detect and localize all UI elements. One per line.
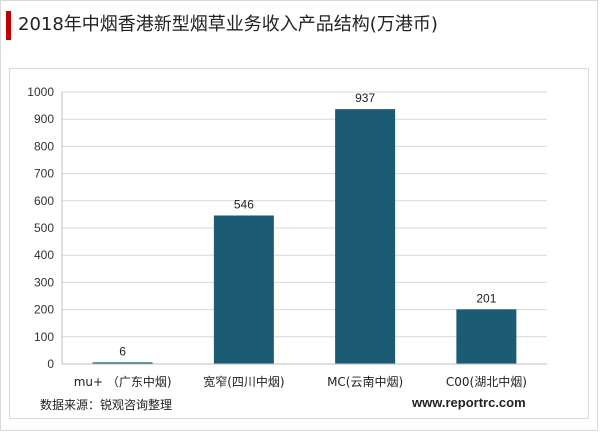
y-tick-label: 300 bbox=[34, 275, 54, 289]
data-label: 201 bbox=[476, 291, 496, 305]
x-tick-label: 宽窄(四川中烟) bbox=[203, 374, 284, 389]
source-note: 数据来源：锐观咨询整理 bbox=[40, 398, 173, 412]
data-label: 937 bbox=[355, 91, 375, 105]
bar bbox=[456, 309, 517, 364]
chart-box bbox=[9, 68, 589, 419]
bar bbox=[335, 109, 396, 364]
y-tick-label: 700 bbox=[34, 167, 54, 181]
y-tick-label: 100 bbox=[34, 330, 54, 344]
y-tick-label: 800 bbox=[34, 139, 54, 153]
y-tick-label: 200 bbox=[34, 303, 54, 317]
y-tick-label: 1000 bbox=[27, 85, 54, 99]
y-tick-label: 0 bbox=[47, 357, 54, 371]
chart-title: 2018年中烟香港新型烟草业务收入产品结构(万港币) bbox=[18, 14, 438, 35]
y-tick-label: 500 bbox=[34, 221, 54, 235]
data-label: 6 bbox=[119, 344, 126, 358]
y-tick-label: 600 bbox=[34, 194, 54, 208]
title-accent-bar bbox=[6, 11, 11, 40]
bar bbox=[213, 215, 274, 364]
website-label: www.reportrc.com bbox=[412, 395, 526, 410]
bar bbox=[92, 362, 153, 364]
y-tick-label: 400 bbox=[34, 248, 54, 262]
x-tick-label: MC(云南中烟) bbox=[327, 374, 403, 389]
x-tick-label: C00(湖北中烟) bbox=[446, 374, 527, 389]
y-tick-label: 900 bbox=[34, 112, 54, 126]
x-tick-label: mu+ （广东中烟) bbox=[74, 374, 172, 389]
data-label: 546 bbox=[234, 197, 254, 211]
